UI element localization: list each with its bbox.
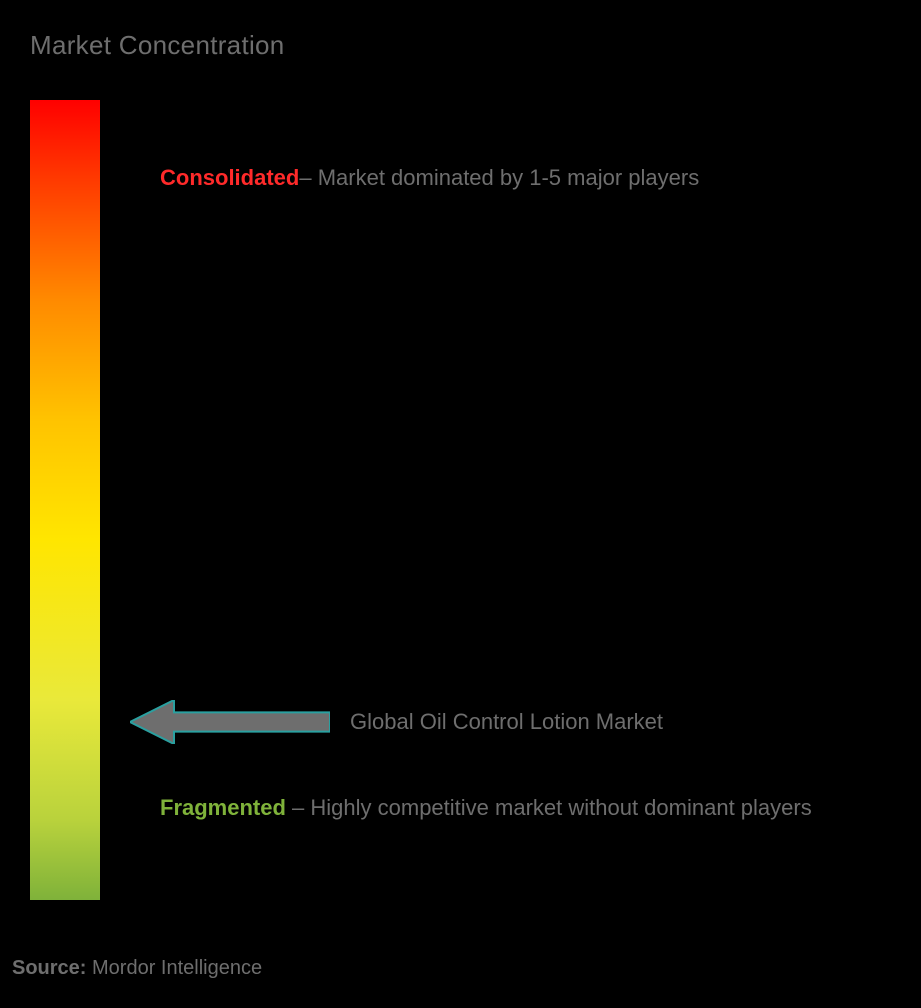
- marker-text: Global Oil Control Lotion Market: [350, 709, 663, 735]
- consolidated-lead: Consolidated: [160, 165, 299, 190]
- fragmented-lead: Fragmented: [160, 795, 286, 820]
- infographic-card: Market Concentration Consolidated– Marke…: [0, 0, 921, 1008]
- source-rest: Mordor Intelligence: [86, 957, 262, 979]
- source-attribution: Source: Mordor Intelligence: [12, 957, 262, 980]
- chart-title: Market Concentration: [30, 30, 285, 61]
- consolidated-rest: – Market dominated by 1-5 major players: [299, 165, 699, 190]
- consolidated-label: Consolidated– Market dominated by 1-5 ma…: [160, 160, 881, 195]
- fragmented-rest: – Highly competitive market without domi…: [286, 795, 812, 820]
- arrow-left-icon: [130, 700, 330, 744]
- source-lead: Source:: [12, 957, 86, 979]
- concentration-gradient-bar: [30, 100, 100, 900]
- fragmented-label: Fragmented – Highly competitive market w…: [160, 790, 881, 825]
- market-position-marker: Global Oil Control Lotion Market: [130, 700, 663, 744]
